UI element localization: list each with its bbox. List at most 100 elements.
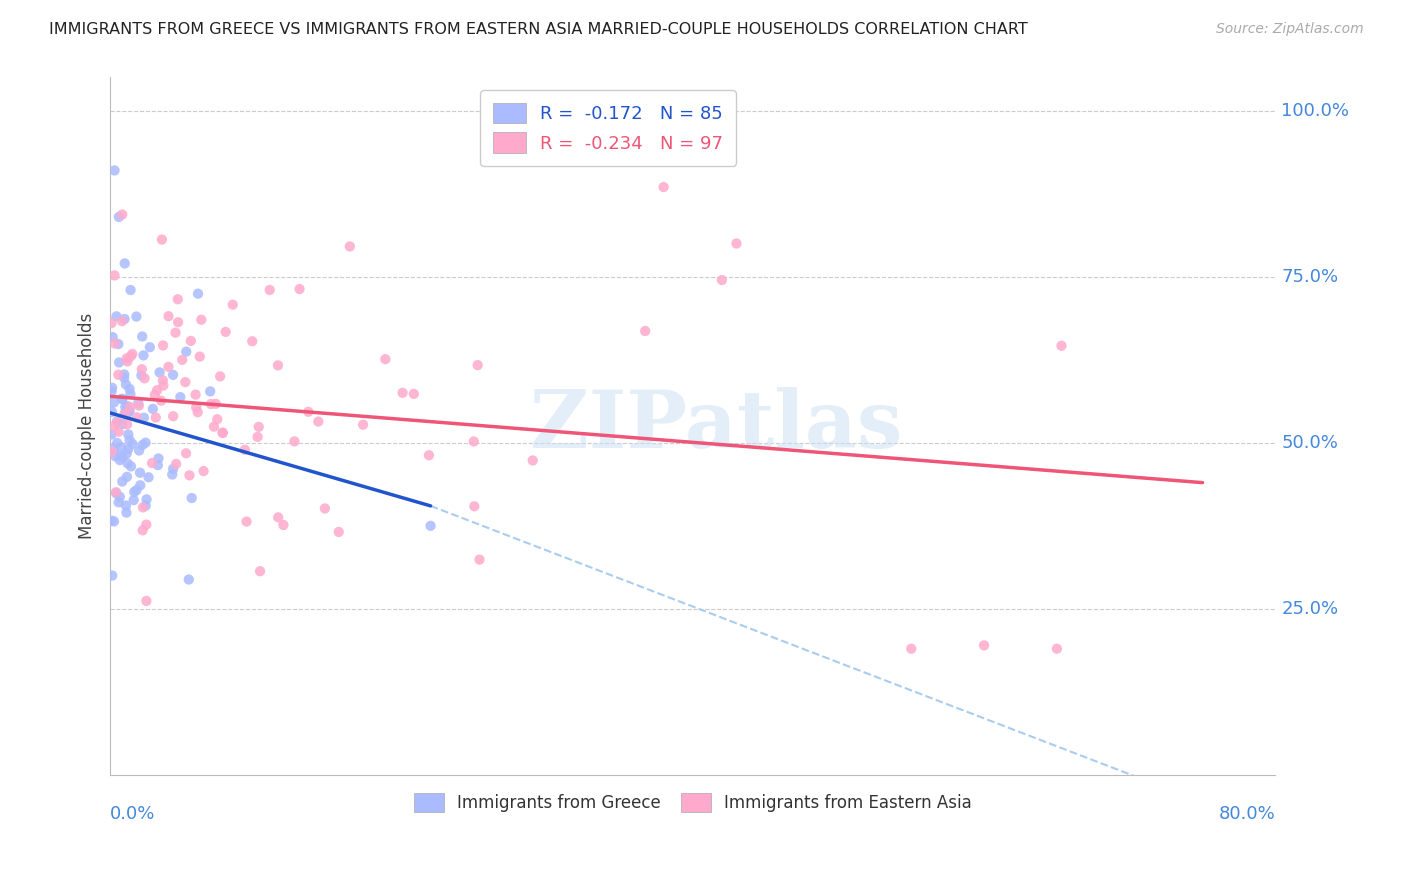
- Point: [118, 404, 141, 418]
- Point: [114, 400, 136, 414]
- Text: IMMIGRANTS FROM GREECE VS IMMIGRANTS FROM EASTERN ASIA MARRIED-COUPLE HOUSEHOLDS: IMMIGRANTS FROM GREECE VS IMMIGRANTS FRO…: [49, 22, 1028, 37]
- Point: [115, 377, 138, 392]
- Point: [710, 273, 733, 287]
- Point: [115, 506, 138, 520]
- Point: [215, 325, 238, 339]
- Point: [174, 344, 197, 359]
- Point: [463, 500, 485, 514]
- Point: [391, 385, 413, 400]
- Point: [187, 405, 209, 419]
- Point: [180, 491, 202, 505]
- Point: [143, 388, 166, 402]
- Point: [152, 378, 174, 392]
- Point: [105, 485, 128, 500]
- Point: [120, 349, 142, 363]
- Point: [725, 236, 748, 251]
- Point: [135, 517, 157, 532]
- Point: [101, 381, 124, 395]
- Point: [101, 405, 124, 419]
- Point: [101, 568, 124, 582]
- Point: [211, 425, 233, 440]
- Point: [652, 180, 675, 194]
- Point: [468, 552, 491, 566]
- Point: [111, 314, 134, 328]
- Point: [172, 352, 194, 367]
- Text: 0.0%: 0.0%: [110, 805, 156, 823]
- Point: [167, 315, 190, 329]
- Point: [100, 384, 122, 399]
- Point: [110, 392, 132, 406]
- Point: [127, 396, 149, 410]
- Point: [128, 443, 150, 458]
- Point: [115, 408, 138, 422]
- Text: 100.0%: 100.0%: [1281, 102, 1350, 120]
- Point: [157, 359, 180, 374]
- Point: [111, 475, 134, 489]
- Point: [115, 399, 138, 413]
- Point: [118, 382, 141, 396]
- Point: [105, 415, 128, 429]
- Point: [634, 324, 657, 338]
- Point: [162, 462, 184, 476]
- Point: [162, 368, 184, 382]
- Point: [202, 419, 225, 434]
- Point: [174, 446, 197, 460]
- Point: [200, 384, 222, 399]
- Point: [145, 410, 167, 425]
- Point: [120, 387, 142, 401]
- Point: [117, 442, 139, 456]
- Point: [283, 434, 305, 449]
- Point: [132, 410, 155, 425]
- Point: [135, 499, 157, 513]
- Point: [103, 515, 125, 529]
- Point: [111, 208, 134, 222]
- Point: [117, 456, 139, 470]
- Point: [118, 400, 141, 414]
- Point: [222, 298, 245, 312]
- Point: [174, 375, 197, 389]
- Point: [114, 407, 136, 421]
- Point: [121, 437, 143, 451]
- Text: ZIPatlas: ZIPatlas: [530, 387, 903, 466]
- Point: [188, 350, 211, 364]
- Point: [104, 449, 127, 463]
- Point: [108, 210, 131, 224]
- Point: [190, 312, 212, 326]
- Point: [152, 373, 174, 387]
- Point: [205, 412, 228, 426]
- Point: [131, 362, 153, 376]
- Point: [112, 368, 135, 382]
- Point: [118, 433, 141, 447]
- Point: [125, 410, 148, 425]
- Point: [177, 573, 200, 587]
- Point: [103, 442, 125, 456]
- Point: [204, 397, 226, 411]
- Point: [115, 470, 138, 484]
- Point: [135, 492, 157, 507]
- Point: [111, 417, 134, 431]
- Point: [114, 256, 136, 270]
- Point: [418, 448, 440, 462]
- Point: [149, 365, 172, 379]
- Point: [150, 233, 173, 247]
- Point: [307, 415, 329, 429]
- Point: [209, 369, 232, 384]
- Point: [105, 436, 128, 450]
- Point: [249, 564, 271, 578]
- Text: 25.0%: 25.0%: [1281, 599, 1339, 618]
- Point: [117, 354, 139, 368]
- Point: [142, 401, 165, 416]
- Point: [246, 430, 269, 444]
- Point: [114, 406, 136, 420]
- Point: [973, 639, 995, 653]
- Point: [120, 283, 142, 297]
- Point: [152, 338, 174, 352]
- Point: [146, 383, 169, 397]
- Point: [103, 395, 125, 409]
- Point: [240, 334, 263, 349]
- Point: [110, 440, 132, 454]
- Point: [166, 292, 188, 306]
- Point: [105, 486, 128, 500]
- Point: [402, 387, 425, 401]
- Text: 80.0%: 80.0%: [1219, 805, 1275, 823]
